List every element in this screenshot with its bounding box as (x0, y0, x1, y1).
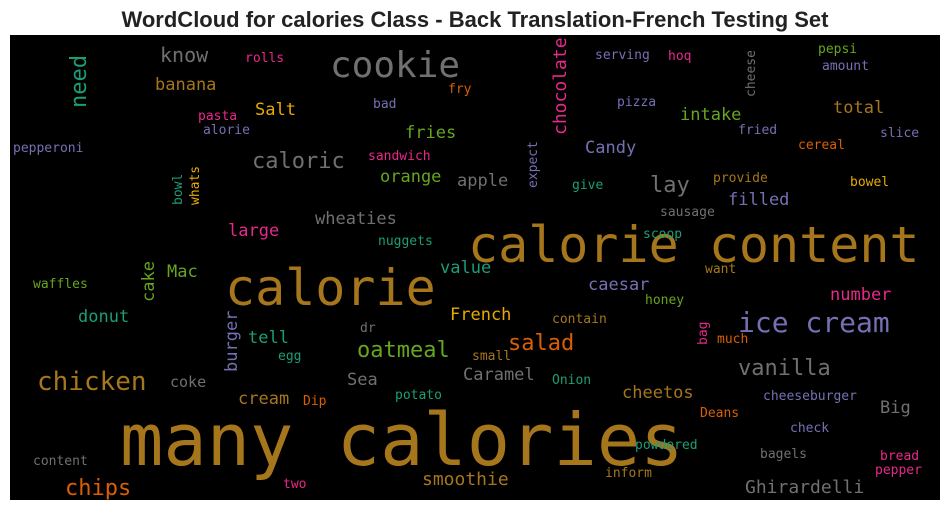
word: rolls (245, 51, 284, 66)
word: egg (278, 349, 301, 364)
word: Caramel (463, 365, 535, 385)
word: coke (170, 373, 206, 391)
word: sausage (660, 205, 715, 220)
word: intake (680, 105, 741, 125)
word: potato (395, 388, 442, 403)
word: two (283, 477, 306, 492)
word: powdered (635, 438, 698, 453)
word: pepper (875, 463, 922, 478)
word: smoothie (422, 469, 509, 490)
word: caloric (252, 149, 345, 174)
word: fry (448, 82, 472, 97)
word: burger (222, 311, 242, 372)
word: cheese (744, 50, 759, 97)
word: Sea (347, 370, 378, 390)
word: scoop (643, 227, 682, 242)
word: cheetos (622, 383, 694, 403)
word: large (228, 221, 279, 241)
word: calorie content (468, 216, 920, 274)
word: Dip (303, 394, 327, 409)
word: Mac (167, 262, 198, 282)
word: serving (595, 48, 650, 63)
word: many calories (120, 398, 684, 482)
word: lay (650, 173, 690, 198)
word: bagels (760, 447, 807, 462)
word: want (705, 262, 736, 277)
word: oatmeal (357, 338, 450, 363)
word: banana (155, 75, 216, 95)
word: Onion (552, 373, 591, 388)
word: ice cream (738, 306, 890, 339)
word: bad (373, 97, 396, 112)
word: nuggets (378, 234, 433, 249)
word: apple (457, 171, 508, 191)
word: total (833, 98, 884, 118)
word: cheeseburger (763, 389, 857, 404)
word: hoq (668, 49, 691, 64)
word: number (830, 285, 891, 305)
word: tell (248, 328, 289, 348)
word: bowl (171, 174, 186, 205)
word: sandwich (368, 149, 431, 164)
word: Candy (585, 138, 636, 158)
word: small (472, 349, 511, 364)
words: many calories calorie content calorie cooki… (13, 37, 922, 501)
word: fries (405, 123, 456, 143)
word: Salt (255, 100, 296, 120)
word: cake (139, 261, 159, 302)
word: content (33, 454, 88, 469)
word: pepsi (818, 42, 857, 57)
word: waffles (33, 277, 88, 292)
word: pizza (617, 95, 656, 110)
word: Big (880, 398, 911, 418)
word: alorie (203, 123, 250, 138)
word: value (440, 258, 491, 278)
word: pasta (198, 109, 237, 124)
word: know (160, 43, 209, 67)
word: give (572, 178, 603, 193)
word: chocolate (550, 37, 571, 135)
word: French (450, 305, 511, 325)
word: amount (822, 59, 869, 74)
word: orange (380, 167, 441, 187)
word: bag (696, 322, 711, 345)
word: bowel (850, 175, 889, 190)
word: vanilla (738, 356, 831, 381)
word: caesar (588, 275, 649, 295)
word: provide (713, 171, 768, 186)
word: much (717, 332, 748, 347)
word: expect (526, 141, 541, 188)
word: chicken (37, 367, 147, 397)
word: bread (880, 449, 919, 464)
word: inform (605, 466, 652, 481)
word: Deans (700, 406, 739, 421)
word: wheaties (315, 209, 397, 229)
word: cookie (330, 45, 460, 86)
word: calorie (225, 259, 436, 317)
word: chips (65, 476, 131, 501)
cloud-background (10, 35, 940, 500)
word: slice (880, 126, 919, 141)
word: need (67, 55, 92, 108)
word: donut (78, 307, 129, 327)
word: fried (738, 123, 777, 138)
word: whats (188, 166, 203, 205)
word: cereal (798, 138, 845, 153)
word: dr (360, 321, 376, 336)
title: WordCloud for calories Class - Back Tran… (122, 7, 830, 32)
word: filled (728, 190, 789, 210)
word: salad (508, 331, 574, 356)
word: honey (645, 293, 684, 308)
word: check (790, 421, 829, 436)
word: pepperoni (13, 141, 83, 156)
word: cream (238, 389, 289, 409)
word: Ghirardelli (745, 477, 864, 498)
word: contain (552, 312, 607, 327)
